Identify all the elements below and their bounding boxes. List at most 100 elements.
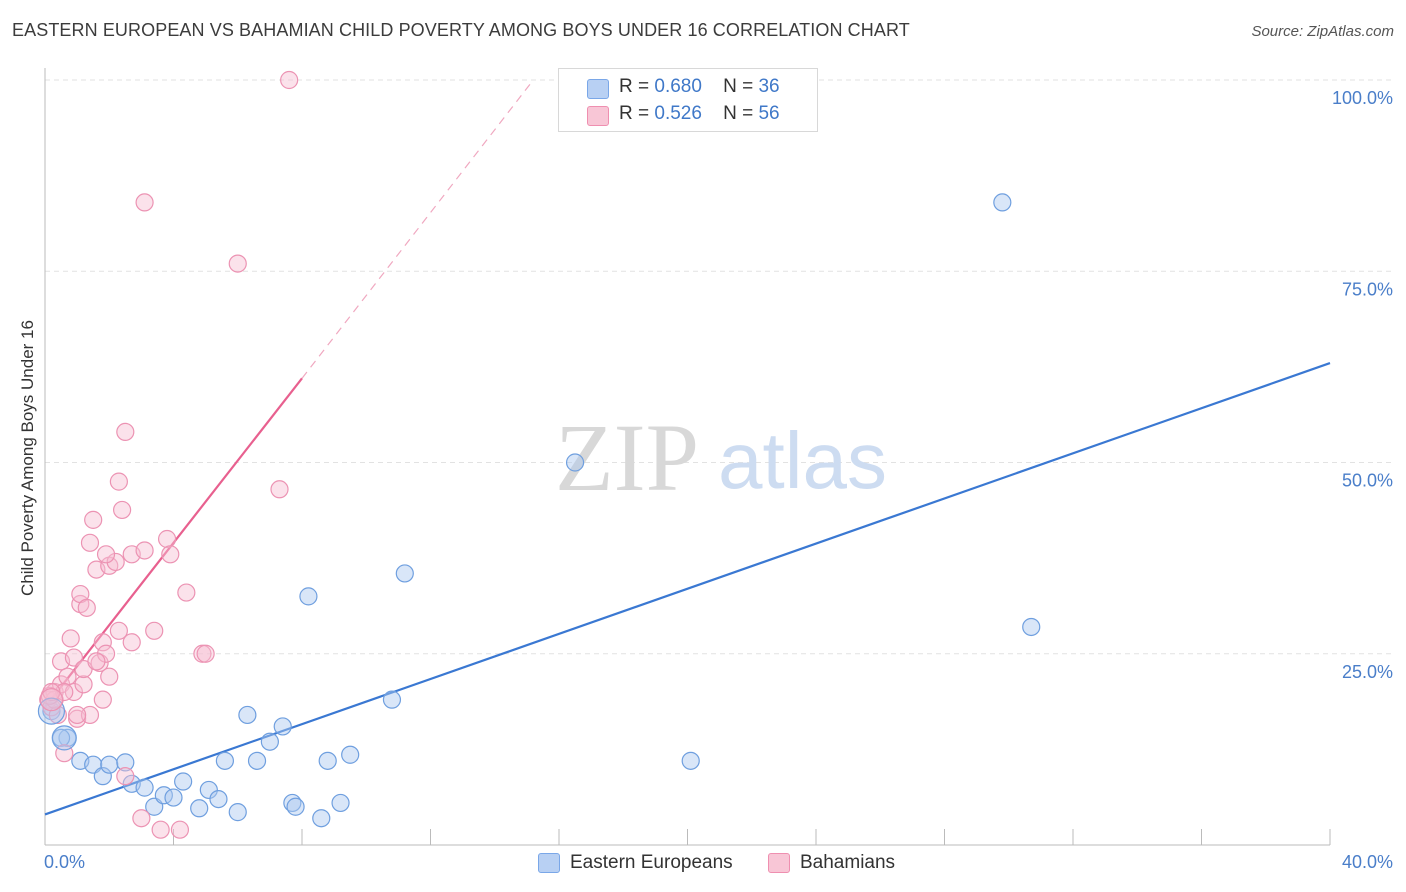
point-eastern-european <box>382 690 402 709</box>
x-tick-label: 40.0% <box>1342 852 1393 872</box>
legend-r-value-bahamian: 0.526 <box>654 103 702 124</box>
legend-item-bahamian: Bahamians <box>768 852 895 874</box>
point-bahamian <box>157 529 177 549</box>
legend-n-label: N = <box>723 103 754 124</box>
point-bahamian <box>122 633 141 652</box>
point-bahamian <box>109 472 128 491</box>
legend-marker-eastern <box>538 853 560 873</box>
point-bahamian <box>96 545 116 564</box>
point-bahamian <box>135 193 154 212</box>
point-bahamian <box>100 667 119 686</box>
point-eastern-european <box>299 587 318 606</box>
point-bahamian <box>170 820 190 839</box>
legend-marker-bahamian <box>768 853 790 873</box>
point-bahamian <box>39 688 64 712</box>
point-eastern-european <box>341 745 360 764</box>
point-bahamian <box>68 705 87 725</box>
point-bahamian <box>116 767 135 786</box>
point-bahamian <box>87 652 106 671</box>
watermark: ZIP atlas <box>555 404 887 511</box>
y-tick-label: 25.0% <box>1342 662 1393 682</box>
point-eastern-european <box>318 751 337 770</box>
point-bahamian <box>80 705 100 725</box>
point-eastern-european <box>215 751 234 770</box>
data-points <box>37 70 1041 839</box>
point-bahamian <box>58 667 77 686</box>
point-eastern-european <box>312 809 331 828</box>
point-bahamian <box>93 633 112 652</box>
chart-title: EASTERN EUROPEAN VS BAHAMIAN CHILD POVER… <box>12 20 910 40</box>
legend-swatch-bahamian <box>587 106 609 126</box>
trend-line-bahamian-extension <box>301 79 534 379</box>
point-eastern-european <box>228 803 247 822</box>
legend-r-label: R = <box>619 103 650 124</box>
point-bahamian <box>280 70 299 90</box>
y-tick-label: 75.0% <box>1342 279 1393 299</box>
point-bahamian <box>145 621 164 640</box>
watermark-zip: ZIP <box>555 404 699 511</box>
point-bahamian <box>93 690 112 709</box>
trend-line-bahamian <box>44 377 303 708</box>
point-eastern-european <box>247 751 267 770</box>
point-eastern-european <box>395 564 414 583</box>
point-bahamian <box>112 500 132 520</box>
point-eastern-european <box>331 793 350 813</box>
point-eastern-european <box>164 788 183 807</box>
point-bahamian <box>161 545 180 564</box>
point-eastern-european <box>273 717 292 736</box>
point-bahamian <box>84 510 103 529</box>
point-eastern-european <box>565 453 585 472</box>
point-bahamian <box>109 621 128 640</box>
point-bahamian <box>177 583 196 602</box>
trend-line-eastern-european <box>44 362 1331 816</box>
legend-row-bahamian: R = 0.526 N = 56 <box>619 101 780 127</box>
y-tick-label: 50.0% <box>1342 471 1393 491</box>
point-eastern-european <box>135 778 154 797</box>
legend-n-value-bahamian: 56 <box>758 103 780 124</box>
watermark-atlas: atlas <box>718 416 887 505</box>
point-bahamian <box>132 809 151 828</box>
point-bahamian <box>196 644 215 663</box>
legend-item-eastern: Eastern Europeans <box>538 852 733 874</box>
point-bahamian <box>80 533 100 552</box>
legend-row-eastern: R = 0.680 N = 36 <box>619 74 780 100</box>
point-bahamian <box>74 675 93 694</box>
x-tick-label: 0.0% <box>44 852 85 872</box>
legend-r-label: R = <box>619 76 650 97</box>
y-tick-label: 100.0% <box>1332 88 1393 108</box>
legend-label-bahamian: Bahamians <box>800 852 896 873</box>
correlation-legend: R = 0.680 N = 36 R = 0.526 N = 56 <box>558 68 818 132</box>
point-eastern-european <box>993 193 1012 212</box>
point-eastern-european <box>199 780 218 800</box>
point-bahamian <box>55 682 74 702</box>
point-eastern-european <box>93 767 112 786</box>
point-bahamian <box>270 480 289 499</box>
point-bahamian <box>135 541 154 560</box>
point-eastern-european <box>681 751 700 770</box>
trend-lines <box>44 79 1331 816</box>
chart-source: Source: ZipAtlas.com <box>1251 23 1394 40</box>
legend-label-eastern: Eastern Europeans <box>570 852 733 873</box>
point-eastern-european <box>286 797 305 816</box>
point-eastern-european <box>260 732 279 751</box>
point-bahamian <box>96 644 116 663</box>
point-eastern-european <box>238 705 257 725</box>
point-bahamian <box>106 552 125 572</box>
point-bahamian <box>61 629 80 648</box>
point-bahamian <box>77 598 96 617</box>
legend-n-label: N = <box>723 76 754 97</box>
point-eastern-european <box>100 755 119 774</box>
legend-r-value-eastern: 0.680 <box>654 76 702 97</box>
y-axis-label: Child Poverty Among Boys Under 16 <box>18 320 37 596</box>
point-eastern-european <box>1022 617 1041 637</box>
series-legend: Eastern Europeans Bahamians <box>0 852 1406 878</box>
point-eastern-european <box>116 753 135 772</box>
grid <box>45 79 1395 655</box>
point-bahamian <box>151 820 170 839</box>
point-eastern-european <box>209 789 228 809</box>
legend-swatch-eastern <box>587 79 609 99</box>
legend-n-value-eastern: 36 <box>758 76 780 97</box>
point-eastern-european <box>190 799 209 818</box>
point-bahamian <box>228 254 247 273</box>
